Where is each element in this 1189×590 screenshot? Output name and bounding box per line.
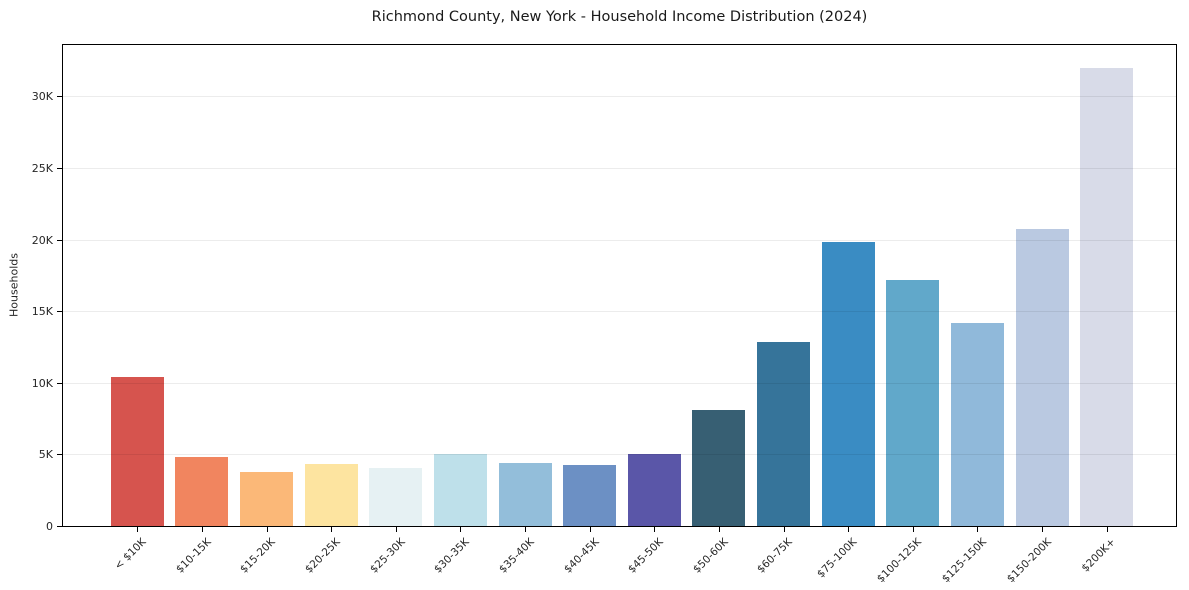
gridline bbox=[63, 454, 1176, 456]
bar bbox=[1015, 228, 1069, 526]
y-tick-mark bbox=[57, 167, 62, 169]
x-tick-label: $25-30K bbox=[367, 536, 408, 576]
x-tick-label: $150-200K bbox=[1004, 536, 1054, 586]
y-tick-mark bbox=[57, 382, 62, 384]
x-tick-label: $60-75K bbox=[755, 536, 796, 576]
plot-area bbox=[62, 44, 1177, 527]
x-tick-mark bbox=[137, 527, 139, 532]
x-tick-label: $35-40K bbox=[496, 536, 537, 576]
bar bbox=[304, 463, 358, 526]
y-tick-mark bbox=[57, 454, 62, 456]
bar bbox=[627, 453, 681, 526]
x-tick-mark bbox=[1106, 527, 1108, 532]
x-tick-label: $40-45K bbox=[561, 536, 602, 576]
y-tick-mark bbox=[57, 96, 62, 98]
x-tick-label: $75-100K bbox=[815, 536, 860, 581]
x-tick-mark bbox=[718, 527, 720, 532]
x-tick-mark bbox=[525, 527, 527, 532]
x-tick-label: < $10K bbox=[112, 536, 149, 573]
x-tick-label: $200K+ bbox=[1079, 536, 1119, 575]
y-tick-mark bbox=[57, 526, 62, 527]
bar bbox=[563, 465, 617, 526]
bar bbox=[175, 457, 229, 526]
x-tick-mark bbox=[654, 527, 656, 532]
bar bbox=[110, 377, 164, 526]
y-tick-label: 5K bbox=[38, 448, 53, 462]
x-tick-mark bbox=[460, 527, 462, 532]
x-tick-mark bbox=[331, 527, 333, 532]
x-tick-label: $15-20K bbox=[238, 536, 279, 576]
bar bbox=[1080, 67, 1134, 526]
bar bbox=[369, 468, 423, 526]
gridline bbox=[63, 382, 1176, 384]
x-tick-label: $100-125K bbox=[875, 536, 925, 586]
x-tick-label: $10-15K bbox=[173, 536, 214, 576]
bar bbox=[821, 241, 875, 526]
x-tick-mark bbox=[912, 527, 914, 532]
x-tick-label: $45-50K bbox=[626, 536, 666, 576]
x-tick-mark bbox=[266, 527, 268, 532]
x-tick-label: $30-35K bbox=[432, 536, 472, 576]
gridline bbox=[63, 96, 1176, 98]
y-tick-label: 20K bbox=[31, 233, 53, 247]
x-tick-label: $125-150K bbox=[939, 536, 989, 586]
y-tick-label: 25K bbox=[31, 161, 53, 175]
y-tick-label: 30K bbox=[31, 90, 53, 104]
x-tick-mark bbox=[589, 527, 591, 532]
bar bbox=[886, 279, 940, 526]
bar bbox=[757, 341, 811, 526]
bar bbox=[240, 472, 294, 526]
y-tick-label: 0 bbox=[46, 520, 53, 533]
y-tick-label: 10K bbox=[31, 376, 53, 390]
bar bbox=[498, 462, 552, 526]
chart-title: Richmond County, New York - Household In… bbox=[371, 9, 868, 25]
x-tick-mark bbox=[783, 527, 785, 532]
y-tick-mark bbox=[57, 311, 62, 313]
x-tick-mark bbox=[977, 527, 979, 532]
x-tick-mark bbox=[848, 527, 850, 532]
gridline bbox=[63, 311, 1176, 313]
gridline bbox=[63, 167, 1176, 169]
y-tick-label: 15K bbox=[31, 305, 53, 319]
x-tick-label: $20-25K bbox=[303, 536, 343, 576]
x-tick-mark bbox=[1042, 527, 1044, 532]
y-tick-mark bbox=[57, 239, 62, 241]
bar bbox=[433, 454, 487, 526]
bar bbox=[950, 323, 1004, 526]
x-tick-mark bbox=[201, 527, 203, 532]
x-tick-label: $50-60K bbox=[690, 536, 731, 576]
x-tick-mark bbox=[395, 527, 397, 532]
bar bbox=[692, 409, 746, 526]
gridline bbox=[63, 239, 1176, 241]
